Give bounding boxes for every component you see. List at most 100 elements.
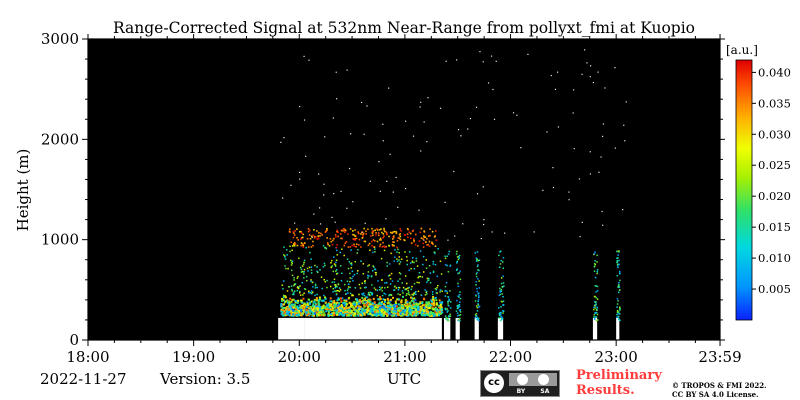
signal-pixel bbox=[502, 256, 505, 259]
signal-pixel bbox=[316, 286, 319, 289]
signal-pixel bbox=[596, 306, 599, 309]
signal-pixel bbox=[339, 233, 342, 235]
signal-pixel bbox=[303, 271, 305, 273]
signal-pixel bbox=[329, 309, 332, 312]
noise-pixel bbox=[420, 101, 422, 103]
signal-pixel bbox=[372, 308, 375, 311]
signal-pixel bbox=[358, 306, 361, 309]
signal-pixel bbox=[434, 296, 437, 299]
signal-pixel bbox=[593, 314, 596, 316]
signal-pixel bbox=[423, 231, 426, 233]
signal-pixel bbox=[393, 241, 395, 243]
signal-pixel bbox=[363, 280, 366, 283]
signal-pixel bbox=[287, 312, 290, 315]
signal-pixel bbox=[424, 303, 427, 306]
signal-pixel bbox=[476, 271, 478, 274]
noise-pixel bbox=[467, 128, 469, 130]
signal-pixel bbox=[320, 276, 323, 278]
signal-pixel bbox=[345, 240, 348, 243]
signal-pixel bbox=[371, 230, 374, 233]
signal-pixel bbox=[393, 289, 395, 291]
badge-by-label: BY bbox=[516, 388, 526, 395]
signal-pixel bbox=[313, 314, 316, 317]
signal-pixel bbox=[478, 305, 481, 308]
signal-pixel bbox=[405, 305, 408, 308]
signal-pixel bbox=[346, 289, 349, 292]
signal-pixel bbox=[302, 233, 305, 236]
signal-pixel bbox=[375, 232, 377, 234]
signal-pixel bbox=[338, 310, 341, 313]
signal-pixel bbox=[433, 313, 436, 316]
signal-pixel bbox=[593, 295, 596, 298]
signal-pixel bbox=[383, 245, 385, 248]
colorbar bbox=[735, 59, 753, 321]
noise-pixel bbox=[579, 236, 581, 238]
signal-pixel bbox=[381, 301, 384, 304]
signal-pixel bbox=[317, 237, 320, 240]
signal-pixel bbox=[398, 256, 401, 258]
signal-pixel bbox=[619, 309, 621, 311]
signal-pixel bbox=[285, 249, 288, 251]
signal-pixel bbox=[336, 299, 339, 302]
signal-pixel bbox=[395, 231, 398, 233]
signal-pixel bbox=[289, 297, 292, 300]
signal-pixel bbox=[619, 272, 621, 274]
signal-pixel bbox=[336, 301, 339, 304]
noise-pixel bbox=[573, 89, 575, 91]
preliminary-note: Preliminary Results. bbox=[576, 368, 676, 398]
colorbar-tick-label: 0.025 bbox=[758, 158, 791, 172]
signal-pixel bbox=[310, 280, 312, 283]
signal-pixel bbox=[415, 307, 418, 310]
colorbar-tick-label: 0.020 bbox=[758, 189, 791, 203]
signal-pixel bbox=[369, 310, 372, 313]
signal-pixel bbox=[415, 302, 418, 305]
signal-pixel bbox=[322, 266, 325, 268]
signal-pixel bbox=[318, 296, 321, 299]
signal-pixel bbox=[456, 250, 458, 253]
signal-pixel bbox=[367, 228, 369, 231]
signal-pixel bbox=[367, 309, 370, 312]
signal-pixel bbox=[282, 296, 285, 299]
signal-pixel bbox=[373, 310, 376, 313]
signal-pixel bbox=[401, 304, 404, 307]
signal-pixel bbox=[428, 311, 431, 314]
signal-pixel bbox=[423, 303, 426, 306]
signal-pixel bbox=[356, 303, 359, 306]
signal-pixel bbox=[313, 300, 316, 303]
signal-pixel bbox=[342, 302, 345, 305]
signal-pixel bbox=[302, 309, 305, 312]
signal-pixel bbox=[478, 306, 480, 308]
signal-pixel bbox=[284, 258, 287, 260]
signal-pixel bbox=[366, 310, 369, 313]
signal-pixel bbox=[616, 316, 618, 318]
signal-pixel bbox=[306, 279, 308, 282]
signal-pixel bbox=[390, 304, 393, 307]
signal-pixel bbox=[430, 299, 433, 302]
signal-pixel bbox=[405, 294, 408, 297]
signal-pixel bbox=[458, 272, 461, 274]
noise-pixel bbox=[363, 133, 365, 135]
signal-pixel bbox=[456, 256, 459, 258]
signal-pixel bbox=[430, 303, 433, 306]
signal-pixel bbox=[343, 301, 346, 304]
signal-pixel bbox=[379, 304, 382, 307]
signal-pixel bbox=[373, 246, 376, 248]
signal-pixel bbox=[596, 254, 598, 257]
signal-pixel bbox=[448, 305, 450, 307]
signal-pixel bbox=[617, 291, 620, 294]
signal-pixel bbox=[339, 251, 342, 254]
noise-pixel bbox=[480, 237, 482, 240]
signal-pixel bbox=[618, 289, 621, 291]
signal-pixel bbox=[503, 285, 505, 287]
signal-pixel bbox=[307, 228, 310, 230]
signal-pixel bbox=[361, 302, 364, 305]
signal-pixel bbox=[414, 243, 417, 246]
signal-pixel bbox=[440, 273, 443, 275]
signal-pixel bbox=[478, 292, 480, 294]
signal-pixel bbox=[593, 304, 596, 307]
signal-pixel bbox=[329, 285, 332, 288]
signal-pixel bbox=[396, 246, 398, 249]
signal-pixel bbox=[379, 305, 382, 308]
signal-pixel bbox=[475, 315, 478, 317]
signal-pixel bbox=[384, 246, 386, 249]
